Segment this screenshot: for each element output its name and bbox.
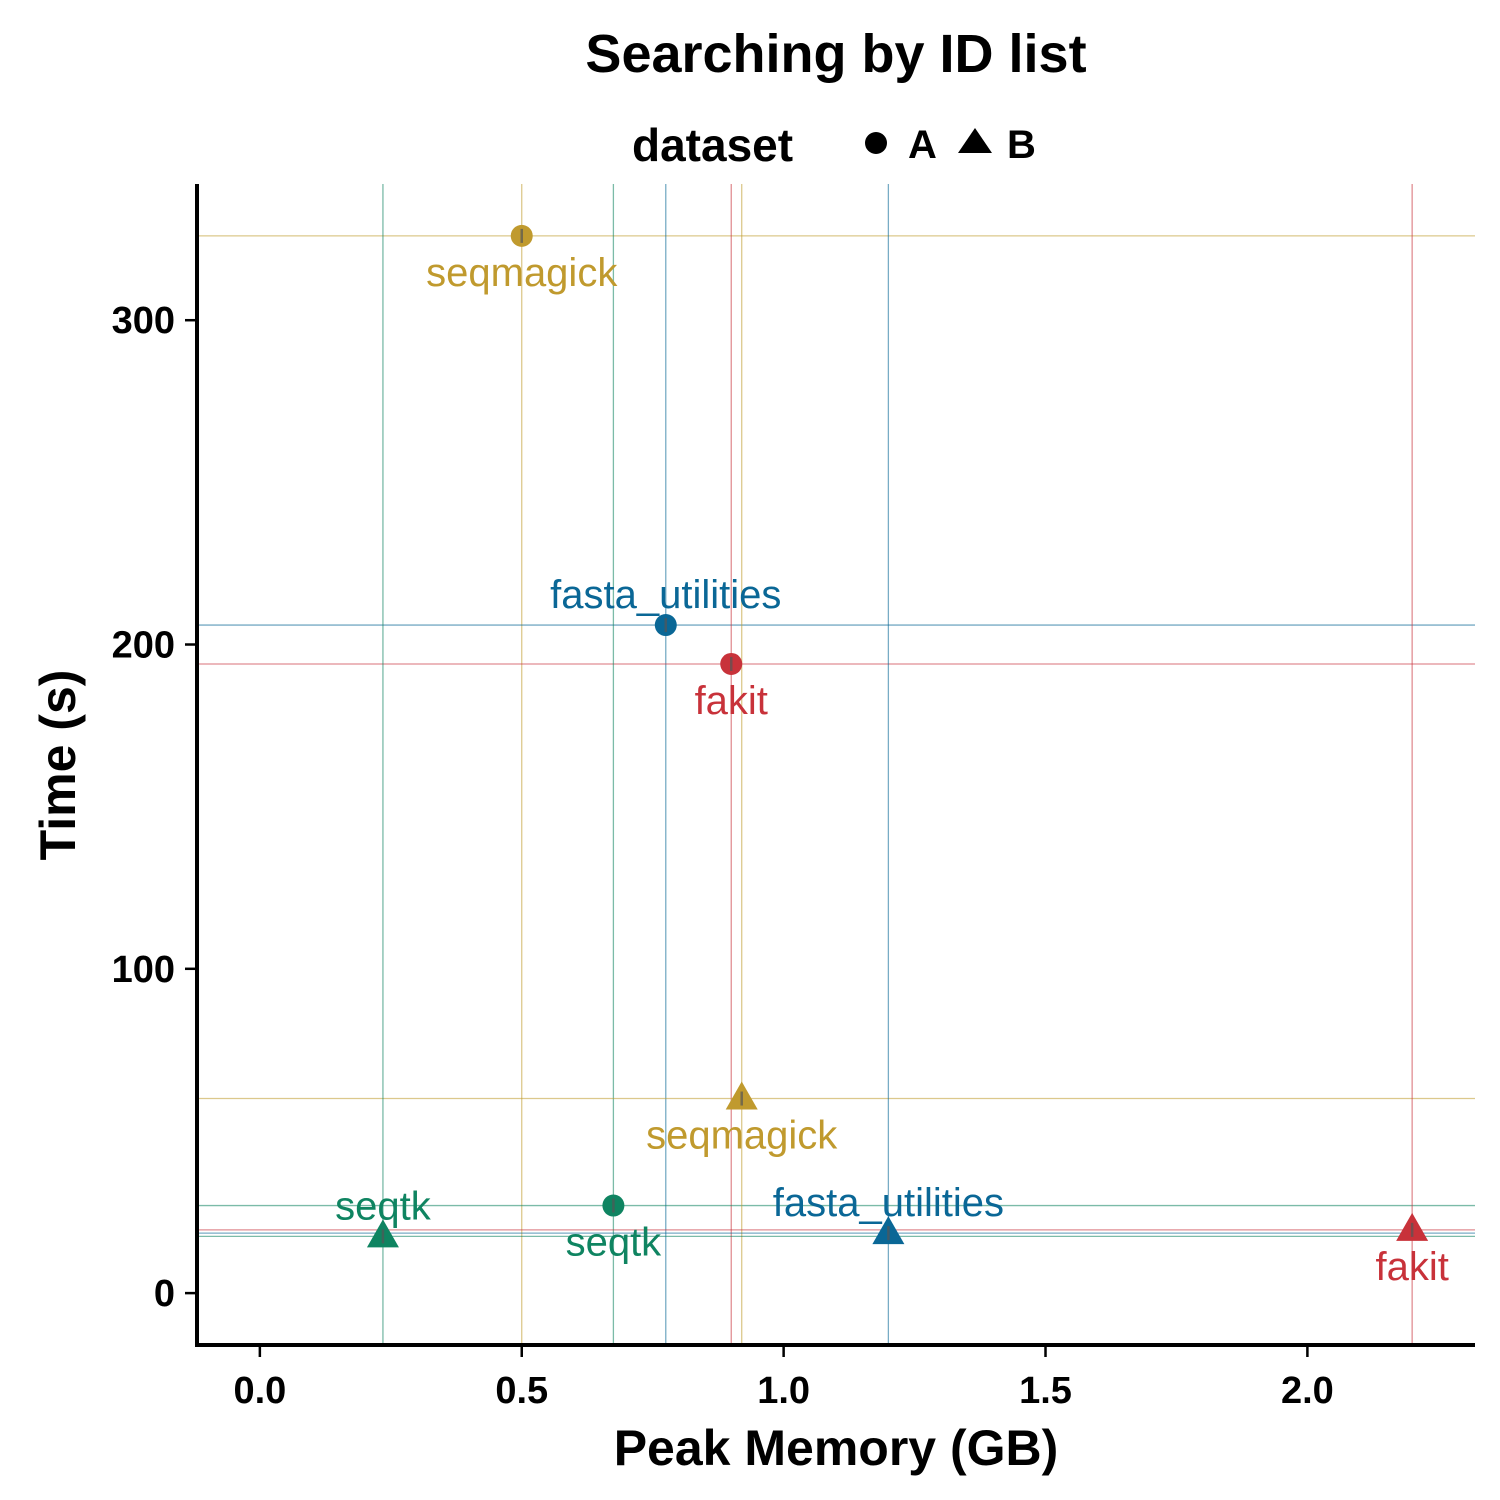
x-tick-label: 0.0 bbox=[233, 1370, 286, 1412]
label-seqmagick-b: seqmagick bbox=[646, 1114, 838, 1158]
y-tick-label: 300 bbox=[112, 300, 175, 342]
x-tick-label: 0.5 bbox=[495, 1370, 548, 1412]
legend-label-b: B bbox=[1007, 123, 1036, 167]
label-seqmagick-a: seqmagick bbox=[426, 251, 618, 295]
y-tick-label: 200 bbox=[112, 625, 175, 667]
x-tick-label: 1.5 bbox=[1019, 1370, 1072, 1412]
label-seqtk-a: seqtk bbox=[566, 1221, 663, 1265]
label-fakit-a: fakit bbox=[695, 679, 768, 723]
y-axis-title: Time (s) bbox=[30, 670, 86, 861]
legend-title: dataset bbox=[632, 119, 793, 171]
data-points: seqmagickfasta_utilitiesfakitseqtkseqmag… bbox=[335, 224, 1449, 1289]
x-axis-title: Peak Memory (GB) bbox=[614, 1420, 1059, 1476]
chart-title: Searching by ID list bbox=[585, 24, 1086, 84]
label-seqtk-b: seqtk bbox=[335, 1184, 432, 1228]
y-tick-label: 0 bbox=[154, 1273, 175, 1315]
legend-circle-icon bbox=[865, 132, 887, 154]
label-fasta-utilities-a: fasta_utilities bbox=[550, 573, 781, 617]
label-fasta-utilities-b: fasta_utilities bbox=[773, 1181, 1004, 1225]
legend-triangle-icon bbox=[958, 128, 992, 153]
reference-lines bbox=[197, 184, 1475, 1345]
label-fakit-b: fakit bbox=[1375, 1245, 1448, 1289]
axes: 0.0 0.5 1.0 1.5 2.0 0 100 200 300 bbox=[112, 184, 1475, 1412]
x-tick-label: 1.0 bbox=[757, 1370, 810, 1412]
y-tick-label: 100 bbox=[112, 949, 175, 991]
legend: dataset A B bbox=[632, 119, 1036, 171]
legend-label-a: A bbox=[908, 123, 937, 167]
x-tick-label: 2.0 bbox=[1281, 1370, 1334, 1412]
